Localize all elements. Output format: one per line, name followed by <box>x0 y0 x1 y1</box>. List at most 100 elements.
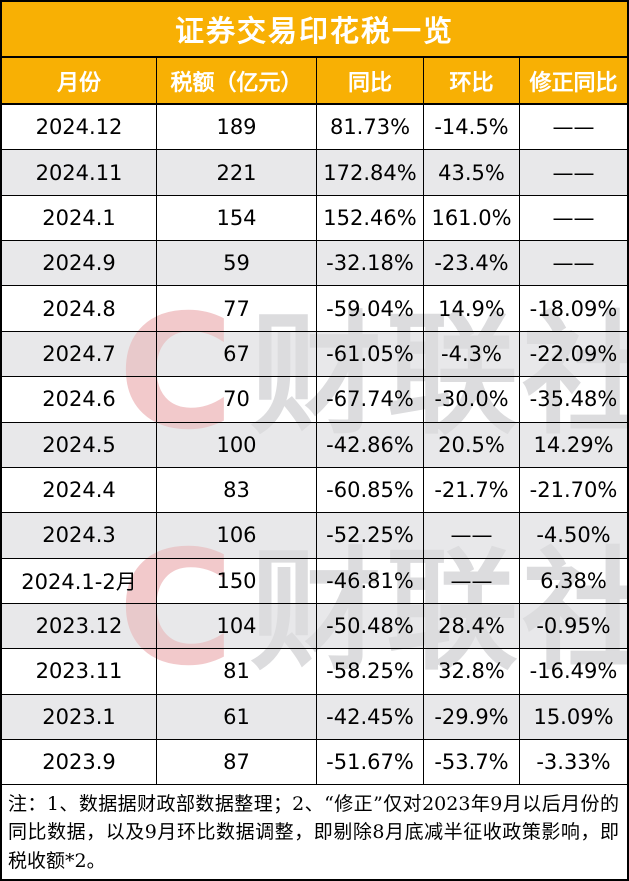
cell-revised-yoy: 14.29% <box>533 432 614 457</box>
column-header-revised-yoy: 修正同比 <box>529 70 618 96</box>
table-row: 2024.1-2月 150 -46.81% —— 6.38% <box>2 558 627 604</box>
cell-yoy: -61.05% <box>317 331 424 377</box>
cell-month: 2024.7 <box>2 331 157 377</box>
cell-revised-yoy: —— <box>552 205 595 230</box>
cell-tax-amount: 83 <box>157 467 317 513</box>
cell-month: 2024.11 <box>2 150 157 195</box>
table-row: 2024.7 67 -61.05% -4.3% -22.09% <box>2 331 627 378</box>
cell-mom: 161.0% <box>424 195 520 241</box>
table-row: 2023.11 81 -58.25% 32.8% -16.49% <box>2 649 627 695</box>
cell-revised-yoy: 15.09% <box>533 704 614 729</box>
page-title: 证券交易印花税一览 <box>174 14 454 48</box>
cell-month: 2023.12 <box>2 603 157 649</box>
cell-month: 2023.9 <box>2 740 157 785</box>
column-header-month: 月份 <box>2 58 157 103</box>
cell-mom: -23.4% <box>424 241 520 286</box>
column-header-mom: 环比 <box>424 58 520 103</box>
cell-mom: -53.7% <box>424 740 520 785</box>
cell-mom: 32.8% <box>424 649 520 694</box>
cell-revised-yoy: -4.50% <box>536 523 611 548</box>
cell-yoy: 152.46% <box>317 195 424 241</box>
cell-revised-yoy: -3.33% <box>536 750 611 775</box>
cell-revised-yoy: -22.09% <box>529 341 618 366</box>
cell-revised-yoy: -0.95% <box>536 614 611 639</box>
cell-tax-amount: 67 <box>157 331 317 377</box>
cell-month: 2024.3 <box>2 513 157 558</box>
cell-yoy: -60.85% <box>317 467 424 513</box>
table-row: 2023.1 61 -42.45% -29.9% 15.09% <box>2 694 627 741</box>
cell-tax-amount: 100 <box>157 422 317 467</box>
cell-month: 2024.5 <box>2 422 157 467</box>
cell-month: 2023.11 <box>2 649 157 694</box>
cell-mom: —— <box>424 513 520 558</box>
cell-mom: 43.5% <box>424 150 520 195</box>
cell-month: 2024.9 <box>2 241 157 286</box>
cell-month: 2024.8 <box>2 286 157 331</box>
table-row: 2023.9 87 -51.67% -53.7% -3.33% <box>2 740 627 786</box>
cell-tax-amount: 189 <box>157 105 317 150</box>
cell-revised-yoy: —— <box>552 115 595 140</box>
cell-yoy: -46.81% <box>317 558 424 603</box>
column-header-tax-amount: 税额（亿元） <box>157 58 317 103</box>
cell-tax-amount: 154 <box>157 195 317 241</box>
table-body: 2024.12 189 81.73% -14.5% —— 2024.11 221… <box>2 105 627 786</box>
title-bar: 证券交易印花税一览 <box>2 2 627 58</box>
cell-revised-yoy: -16.49% <box>529 659 618 684</box>
cell-month: 2024.1-2月 <box>2 558 157 603</box>
cell-mom: -21.7% <box>424 467 520 513</box>
cell-tax-amount: 59 <box>157 241 317 286</box>
cell-tax-amount: 104 <box>157 603 317 649</box>
cell-tax-amount: 87 <box>157 740 317 785</box>
cell-month: 2024.1 <box>2 195 157 241</box>
cell-mom: 28.4% <box>424 603 520 649</box>
table-row: 2024.9 59 -32.18% -23.4% —— <box>2 241 627 287</box>
cell-mom: -29.9% <box>424 694 520 740</box>
cell-mom: 14.9% <box>424 286 520 331</box>
cell-month: 2024.4 <box>2 467 157 513</box>
table-row: 2023.12 104 -50.48% 28.4% -0.95% <box>2 603 627 650</box>
cell-revised-yoy: -18.09% <box>529 296 618 321</box>
table-row: 2024.8 77 -59.04% 14.9% -18.09% <box>2 286 627 332</box>
table-row: 2024.11 221 172.84% 43.5% —— <box>2 150 627 196</box>
cell-mom: 20.5% <box>424 422 520 467</box>
cell-tax-amount: 77 <box>157 286 317 331</box>
table-row: 2024.3 106 -52.25% —— -4.50% <box>2 513 627 559</box>
cell-revised-yoy: —— <box>552 160 595 185</box>
cell-yoy: -67.74% <box>317 377 424 422</box>
cell-yoy: -59.04% <box>317 286 424 331</box>
cell-yoy: -50.48% <box>317 603 424 649</box>
table-row: 2024.4 83 -60.85% -21.7% -21.70% <box>2 467 627 514</box>
cell-mom: -30.0% <box>424 377 520 422</box>
cell-mom: —— <box>424 558 520 603</box>
cell-tax-amount: 150 <box>157 558 317 603</box>
cell-month: 2024.6 <box>2 377 157 422</box>
cell-yoy: -58.25% <box>317 649 424 694</box>
cell-tax-amount: 61 <box>157 694 317 740</box>
cell-revised-yoy: —— <box>552 251 595 276</box>
cell-mom: -4.3% <box>424 331 520 377</box>
cell-yoy: -42.45% <box>317 694 424 740</box>
table-row: 2024.6 70 -67.74% -30.0% -35.48% <box>2 377 627 423</box>
cell-yoy: -52.25% <box>317 513 424 558</box>
table-row: 2024.5 100 -42.86% 20.5% 14.29% <box>2 422 627 468</box>
table-row: 2024.12 189 81.73% -14.5% —— <box>2 105 627 151</box>
cell-mom: -14.5% <box>424 105 520 150</box>
cell-yoy: 81.73% <box>317 105 424 150</box>
cell-revised-yoy: -35.48% <box>529 387 618 412</box>
cell-yoy: -51.67% <box>317 740 424 785</box>
column-header-yoy: 同比 <box>317 58 424 103</box>
cell-tax-amount: 70 <box>157 377 317 422</box>
cell-month: 2024.12 <box>2 105 157 150</box>
cell-revised-yoy: -21.70% <box>529 478 618 503</box>
cell-tax-amount: 106 <box>157 513 317 558</box>
cell-month: 2023.1 <box>2 694 157 740</box>
cell-yoy: -42.86% <box>317 422 424 467</box>
cell-tax-amount: 81 <box>157 649 317 694</box>
column-header-row: 月份 税额（亿元） 同比 环比 修正同比 <box>2 58 627 105</box>
cell-yoy: -32.18% <box>317 241 424 286</box>
footnote: 注：1、数据据财政部数据整理；2、“修正”仅对2023年9月以后月份的同比数据，… <box>2 785 627 879</box>
cell-revised-yoy: 6.38% <box>540 568 607 593</box>
table-row: 2024.1 154 152.46% 161.0% —— <box>2 195 627 242</box>
